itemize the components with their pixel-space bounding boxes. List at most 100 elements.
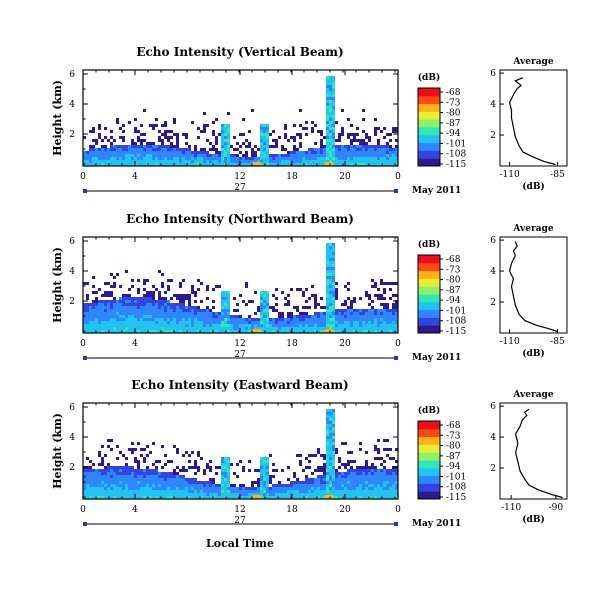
profile-title: Average [512, 57, 553, 67]
heatmap-cell [167, 487, 170, 490]
heatmap-cell [332, 487, 335, 490]
heatmap-cell [269, 154, 272, 157]
heatmap-cell [86, 154, 89, 157]
heatmap-cell [116, 151, 119, 154]
heatmap-cell [170, 303, 173, 306]
heatmap-cell [266, 291, 269, 294]
heatmap-cell [245, 282, 248, 285]
heatmap-cell [206, 160, 209, 163]
heatmap-cell [377, 151, 380, 154]
heatmap-cell [395, 148, 398, 151]
heatmap-cell [386, 481, 389, 484]
heatmap-cell [359, 478, 362, 481]
heatmap-cell [173, 312, 176, 315]
heatmap-cell [146, 327, 149, 330]
heatmap-cell [383, 460, 386, 463]
heatmap-cell [242, 330, 245, 333]
heatmap-cell [281, 496, 284, 499]
heatmap-cell [326, 472, 329, 475]
heatmap-cell [158, 270, 161, 273]
heatmap-cell [212, 288, 215, 291]
heatmap-cell [206, 487, 209, 490]
heatmap-cell [263, 490, 266, 493]
profile-title: Average [512, 390, 553, 400]
heatmap-cell [290, 157, 293, 160]
heatmap-cell [155, 466, 158, 469]
heatmap-cell [137, 487, 140, 490]
colorbar-tick-label: -108 [446, 317, 466, 327]
heatmap-cell [140, 151, 143, 154]
heatmap-cell [173, 475, 176, 478]
profile-line [508, 77, 556, 166]
heatmap-cell [239, 490, 242, 493]
heatmap-cell [392, 490, 395, 493]
heatmap-cell [164, 130, 167, 133]
heatmap-cell [230, 154, 233, 157]
heatmap-cell [185, 315, 188, 318]
heatmap-cell [260, 330, 263, 333]
heatmap-cell [365, 294, 368, 297]
heatmap-cell [155, 154, 158, 157]
heatmap-cell [233, 487, 236, 490]
heatmap-cell [131, 448, 134, 451]
heatmap-cell [131, 303, 134, 306]
heatmap-cell [149, 496, 152, 499]
heatmap-cell [191, 481, 194, 484]
heatmap-cell [395, 315, 398, 318]
heatmap-cell [281, 315, 284, 318]
heatmap-cell [332, 493, 335, 496]
heatmap-cell [116, 318, 119, 321]
heatmap-cell [374, 309, 377, 312]
heatmap-cell [347, 282, 350, 285]
heatmap-cell [311, 157, 314, 160]
heatmap-cell [236, 490, 239, 493]
heatmap-cell [320, 478, 323, 481]
heatmap-cell [128, 148, 131, 151]
heatmap-cell [377, 309, 380, 312]
heatmap-cell [326, 121, 329, 124]
heatmap-cell [146, 145, 149, 148]
heatmap-cell [347, 496, 350, 499]
heatmap-cell [197, 309, 200, 312]
heatmap-cell [176, 324, 179, 327]
heatmap-cell [317, 327, 320, 330]
heatmap-cell [335, 490, 338, 493]
heatmap-cell [329, 88, 332, 91]
heatmap-cell [152, 285, 155, 288]
heatmap-cell [254, 157, 257, 160]
heatmap-cell [350, 142, 353, 145]
heatmap-cell [326, 285, 329, 288]
heatmap-cell [92, 145, 95, 148]
heatmap-cell [236, 148, 239, 151]
heatmap-cell [125, 309, 128, 312]
heatmap-cell [101, 160, 104, 163]
heatmap-cell [389, 324, 392, 327]
heatmap-cell [182, 154, 185, 157]
date-label: May 2011 [412, 186, 461, 196]
heatmap-cell [122, 157, 125, 160]
heatmap-cell [362, 148, 365, 151]
heatmap-cell [197, 151, 200, 154]
heatmap-cell [272, 154, 275, 157]
heatmap-cell [182, 312, 185, 315]
heatmap-cell [170, 330, 173, 333]
heatmap-cell [332, 258, 335, 261]
heatmap-cell [152, 475, 155, 478]
heatmap-cell [98, 321, 101, 324]
heatmap-cell [263, 457, 266, 460]
heatmap-cell [284, 136, 287, 139]
heatmap-cell [338, 487, 341, 490]
heatmap-cell [299, 288, 302, 291]
heatmap-cell [257, 478, 260, 481]
heatmap-cell [110, 130, 113, 133]
heatmap-cell [368, 493, 371, 496]
heatmap-cell [161, 309, 164, 312]
heatmap-cell [155, 327, 158, 330]
heatmap-cell [221, 469, 224, 472]
heatmap-cell [311, 493, 314, 496]
heatmap-cell [365, 472, 368, 475]
heatmap-cell [341, 127, 344, 130]
heatmap-cell [323, 321, 326, 324]
heatmap-cell [314, 157, 317, 160]
heatmap-cell [320, 487, 323, 490]
